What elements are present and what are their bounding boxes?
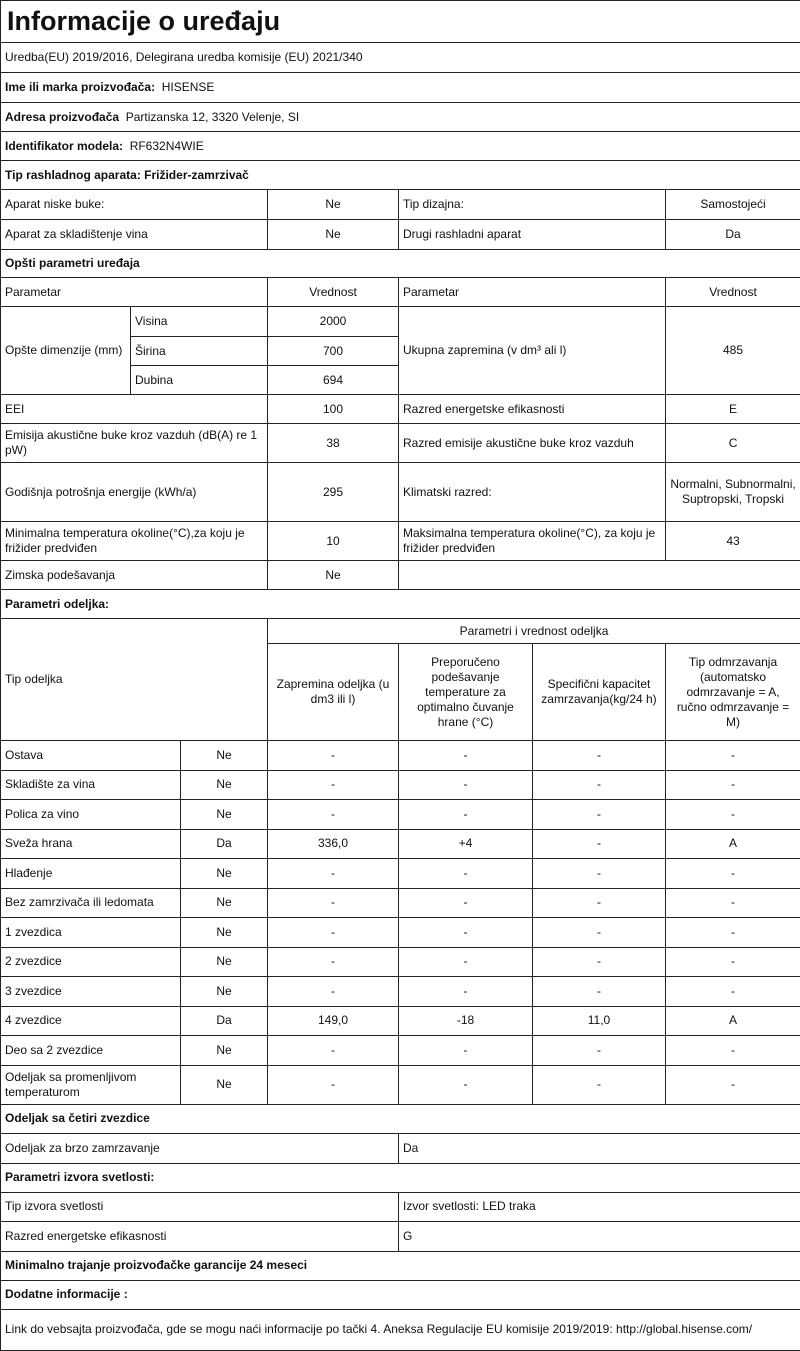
- appliance-type: Tip rashladnog aparata: Frižider-zamrziv…: [1, 161, 800, 190]
- column-header: Preporučeno podešavanje temperature za o…: [399, 644, 533, 741]
- volume-label: Ukupna zapremina (v dm³ ali l): [399, 307, 666, 395]
- address-row: Adresa proizvođača Partizanska 12, 3320 …: [1, 103, 800, 132]
- column-header: Zapremina odeljka (u dm3 ili l): [268, 644, 399, 741]
- param-row: Minimalna temperatura okoline(°C),za koj…: [1, 522, 800, 561]
- model-row: Identifikator modela: RF632N4WIE: [1, 132, 800, 161]
- warranty: Minimalno trajanje proizvođačke garancij…: [1, 1251, 800, 1280]
- section-heading: Parametri odeljka:: [1, 590, 800, 619]
- column-header: Tip odmrzavanja (automatsko odmrzavanje …: [666, 644, 800, 741]
- dimensions-label: Opšte dimenzije (mm): [1, 307, 131, 395]
- additional-info-text: Link do vebsajta proizvođača, gde se mog…: [1, 1309, 800, 1350]
- section-heading: Dodatne informacije :: [1, 1280, 800, 1309]
- param-row: Emisija akustične buke kroz vazduh (dB(A…: [1, 424, 800, 463]
- volume-value: 485: [666, 307, 800, 395]
- regulation-subtitle: Uredba(EU) 2019/2016, Delegirana uredba …: [1, 43, 800, 73]
- manufacturer-row: Ime ili marka proizvođača: HISENSE: [1, 73, 800, 103]
- group-header: Parametri i vrednost odeljka: [268, 619, 800, 644]
- section-heading: Parametri izvora svetlosti:: [1, 1163, 800, 1192]
- column-header: Specifični kapacitet zamrzavanja(kg/24 h…: [533, 644, 666, 741]
- section-heading: Opšti parametri uređaja: [1, 250, 800, 278]
- type-header: Tip odeljka: [1, 619, 268, 741]
- section-heading: Odeljak sa četiri zvezdice: [1, 1104, 800, 1133]
- page-title: Informacije o uređaju: [1, 1, 800, 43]
